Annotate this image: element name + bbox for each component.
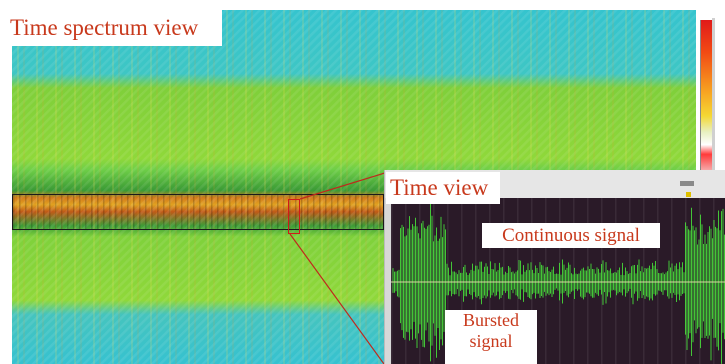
time-signal-waveform bbox=[391, 200, 725, 364]
color-scale-bar bbox=[700, 20, 712, 180]
time-view-panel[interactable] bbox=[384, 170, 725, 364]
bursted-label-line1: Bursted bbox=[463, 310, 519, 330]
cursor-marker-icon[interactable] bbox=[686, 192, 691, 197]
bursted-label-line2: signal bbox=[469, 331, 513, 351]
continuous-signal-label: Continuous signal bbox=[482, 223, 660, 248]
signal-band-highlight bbox=[12, 194, 384, 230]
color-scale-border bbox=[712, 18, 715, 182]
time-view-title: Time view bbox=[386, 172, 501, 204]
toolbar-readout-icon bbox=[680, 181, 694, 186]
spectrum-view-title: Time spectrum view bbox=[6, 10, 223, 46]
bursted-signal-label: Bursted signal bbox=[445, 310, 537, 364]
zoom-region-marker[interactable] bbox=[288, 199, 300, 234]
time-view-axis-strip bbox=[385, 198, 391, 364]
